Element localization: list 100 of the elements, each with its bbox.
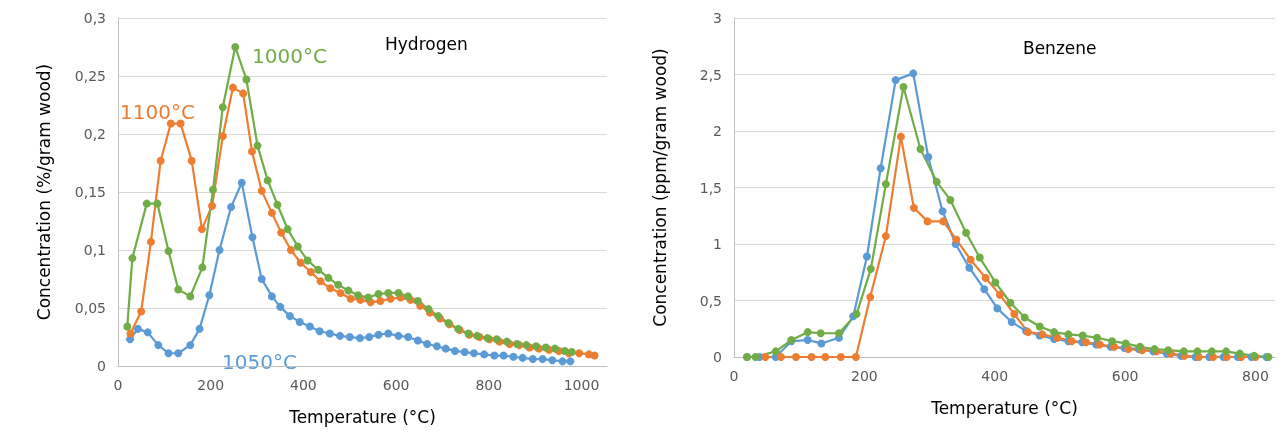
point: [126, 329, 135, 338]
y-tick-label: 2: [713, 123, 722, 139]
point: [980, 285, 989, 294]
point: [991, 278, 1000, 287]
point: [916, 145, 925, 154]
point: [1078, 331, 1087, 340]
point: [946, 195, 955, 204]
point: [208, 201, 217, 210]
point: [354, 291, 363, 300]
point: [469, 349, 478, 358]
point: [993, 304, 1002, 313]
text: Hydrogen: [385, 33, 468, 54]
point: [866, 293, 875, 302]
point: [518, 353, 527, 362]
point: [776, 353, 785, 361]
y-tick-label: 0,05: [74, 300, 106, 316]
point: [566, 357, 575, 366]
point: [186, 341, 195, 350]
point: [1035, 322, 1044, 331]
point: [441, 344, 450, 353]
point: [836, 353, 845, 361]
point: [285, 312, 294, 321]
x-tick-label: 400: [981, 368, 1009, 384]
point: [164, 349, 173, 358]
point: [881, 180, 890, 189]
point: [195, 324, 204, 333]
point: [866, 264, 875, 273]
x-tick-label: 600: [1111, 368, 1139, 384]
point: [286, 246, 295, 254]
series-label: 1100°C: [120, 100, 195, 124]
point: [303, 256, 312, 265]
x-tick-label: 0: [113, 377, 123, 393]
point: [334, 280, 343, 289]
point: [761, 353, 770, 361]
point: [218, 132, 227, 141]
point: [237, 178, 246, 187]
point: [198, 263, 207, 272]
point: [267, 292, 276, 301]
point: [423, 339, 432, 348]
point: [538, 355, 547, 364]
point: [816, 329, 825, 338]
point: [1093, 333, 1102, 342]
point: [209, 185, 218, 194]
x-tick-label: 600: [382, 377, 410, 393]
point: [981, 273, 990, 282]
point: [123, 322, 132, 331]
point: [374, 330, 383, 339]
y-tick-label: 0,3: [83, 10, 106, 26]
point: [528, 355, 537, 364]
point: [881, 232, 890, 241]
point: [899, 82, 908, 91]
point: [315, 327, 324, 336]
point: [174, 285, 183, 294]
point: [325, 329, 334, 338]
y-tick-label: 1: [713, 236, 722, 252]
text: Benzene: [1023, 37, 1097, 58]
point: [156, 156, 165, 165]
point: [218, 103, 227, 112]
point: [575, 349, 584, 358]
y-tick-label: 0,5: [699, 292, 722, 309]
x-tick-label: 800: [1242, 368, 1269, 384]
point: [336, 331, 345, 340]
point: [186, 292, 195, 301]
point: [345, 333, 354, 341]
y-tick-label: 2,5: [699, 66, 722, 83]
x-tick-label: 200: [197, 377, 225, 393]
point: [142, 199, 151, 208]
point: [277, 228, 286, 237]
point: [374, 290, 383, 299]
point: [153, 199, 162, 208]
point: [283, 225, 292, 234]
point: [231, 43, 240, 51]
y-tick-label: 0,1: [83, 242, 106, 258]
point: [239, 89, 248, 98]
point: [923, 217, 932, 226]
point: [413, 336, 422, 345]
point: [296, 258, 305, 267]
point: [257, 186, 266, 195]
point: [509, 352, 518, 361]
x-tick-label: 400: [290, 377, 317, 393]
point: [771, 347, 780, 356]
point: [1020, 313, 1029, 322]
point: [143, 328, 152, 337]
point: [154, 341, 163, 350]
point: [164, 247, 173, 256]
x-tick-label: 800: [475, 377, 503, 393]
point: [909, 69, 918, 78]
point: [450, 346, 459, 355]
series-label: 1000°C: [252, 44, 327, 68]
point: [336, 288, 345, 297]
point: [394, 331, 403, 340]
point: [413, 297, 422, 306]
point: [939, 217, 948, 226]
x-axis-title: Temperature (°C): [288, 406, 436, 427]
point: [365, 333, 374, 341]
y-tick-label: 1,5: [699, 179, 722, 196]
point: [751, 353, 760, 361]
point: [133, 324, 142, 333]
point: [558, 357, 567, 366]
point: [460, 348, 469, 357]
